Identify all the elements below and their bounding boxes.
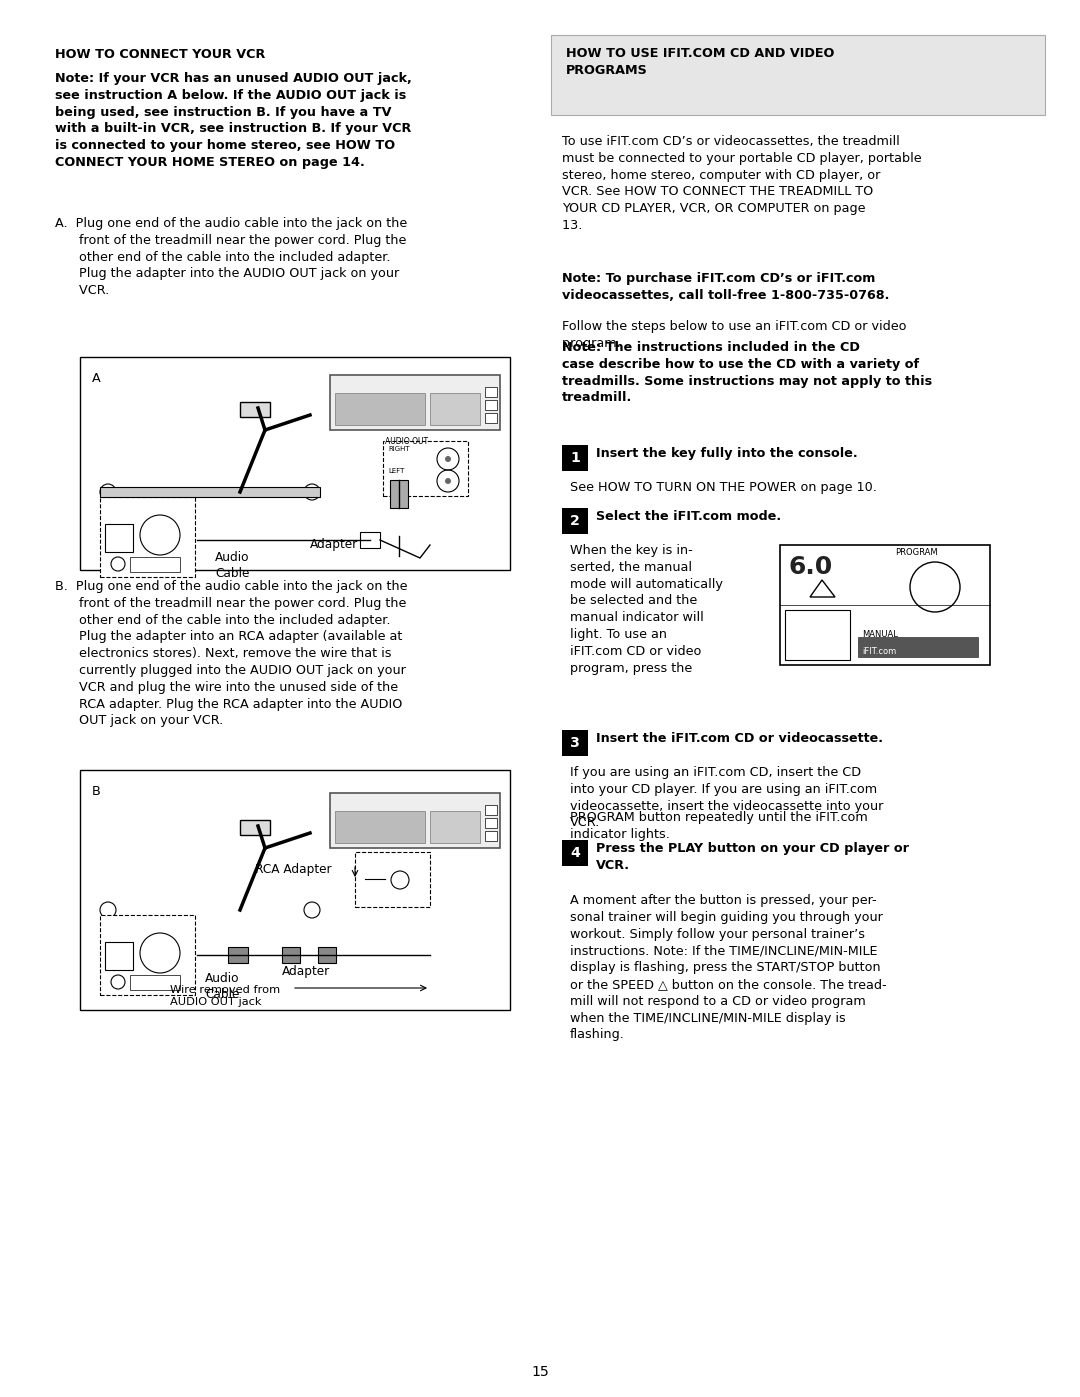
Circle shape xyxy=(100,902,116,918)
Text: Audio
Cable: Audio Cable xyxy=(205,972,240,1002)
Text: RCA Adapter: RCA Adapter xyxy=(255,863,332,876)
Text: Note: The instructions included in the CD
case describe how to use the CD with a: Note: The instructions included in the C… xyxy=(562,341,932,404)
Text: Wire removed from: Wire removed from xyxy=(170,985,280,995)
Bar xyxy=(105,524,133,552)
Bar xyxy=(562,840,588,866)
Text: Note: To purchase iFIT.com CD’s or iFIT.com
videocassettes, call toll-free 1-800: Note: To purchase iFIT.com CD’s or iFIT.… xyxy=(562,272,889,302)
Text: PROGRAM: PROGRAM xyxy=(895,548,937,557)
Bar xyxy=(330,374,500,430)
Text: 4: 4 xyxy=(570,847,580,861)
Bar xyxy=(430,812,480,842)
Bar xyxy=(485,400,497,409)
Text: MANUAL: MANUAL xyxy=(862,630,897,638)
Bar xyxy=(485,414,497,423)
Text: Adapter: Adapter xyxy=(310,538,359,550)
Text: A.  Plug one end of the audio cable into the jack on the
      front of the trea: A. Plug one end of the audio cable into … xyxy=(55,217,407,298)
Text: 3: 3 xyxy=(570,736,580,750)
Text: RIGHT: RIGHT xyxy=(388,446,409,453)
Bar xyxy=(105,942,133,970)
Text: HOW TO USE IFIT.COM CD AND VIDEO
PROGRAMS: HOW TO USE IFIT.COM CD AND VIDEO PROGRAM… xyxy=(566,47,835,77)
Text: To use iFIT.com CD’s or videocassettes, the treadmill
must be connected to your : To use iFIT.com CD’s or videocassettes, … xyxy=(562,136,921,232)
Bar xyxy=(335,812,426,842)
Text: Insert the key fully into the console.: Insert the key fully into the console. xyxy=(596,447,858,460)
Text: LEFT: LEFT xyxy=(388,468,404,474)
Text: 6.0: 6.0 xyxy=(788,555,833,578)
Text: B: B xyxy=(92,785,100,798)
Bar xyxy=(360,532,380,548)
Text: 1: 1 xyxy=(570,451,580,465)
Bar xyxy=(100,497,195,577)
Bar xyxy=(485,831,497,841)
Text: Insert the iFIT.com CD or videocassette.: Insert the iFIT.com CD or videocassette. xyxy=(596,732,883,745)
Text: Note: If your VCR has an unused AUDIO OUT jack,
see instruction A below. If the : Note: If your VCR has an unused AUDIO OU… xyxy=(55,73,411,169)
Bar xyxy=(858,637,978,657)
Circle shape xyxy=(303,483,320,500)
Bar xyxy=(562,509,588,534)
Circle shape xyxy=(445,455,451,462)
Bar xyxy=(383,441,468,496)
Text: B.  Plug one end of the audio cable into the jack on the
      front of the trea: B. Plug one end of the audio cable into … xyxy=(55,580,407,728)
Text: AUDIO OUT: AUDIO OUT xyxy=(384,437,428,446)
Bar xyxy=(130,975,180,990)
Bar xyxy=(485,805,497,814)
Bar xyxy=(355,852,430,907)
Bar xyxy=(240,402,270,416)
Bar xyxy=(390,481,408,509)
Text: HOW TO CONNECT YOUR VCR: HOW TO CONNECT YOUR VCR xyxy=(55,47,266,61)
Text: A: A xyxy=(92,372,100,386)
Bar xyxy=(282,947,300,963)
Circle shape xyxy=(445,478,451,483)
Circle shape xyxy=(100,483,116,500)
Bar xyxy=(330,793,500,848)
Bar xyxy=(562,446,588,471)
Text: Press the PLAY button on your CD player or
VCR.: Press the PLAY button on your CD player … xyxy=(596,842,909,872)
Text: Select the iFIT.com mode.: Select the iFIT.com mode. xyxy=(596,510,781,522)
Bar xyxy=(130,557,180,571)
Text: Follow the steps below to use an iFIT.com CD or video
program.: Follow the steps below to use an iFIT.co… xyxy=(562,320,906,349)
Text: Audio
Cable: Audio Cable xyxy=(215,550,249,580)
Bar xyxy=(551,35,1045,115)
Polygon shape xyxy=(100,488,320,497)
Text: A moment after the button is pressed, your per-
sonal trainer will begin guiding: A moment after the button is pressed, yo… xyxy=(570,894,887,1041)
Bar xyxy=(80,358,510,570)
Bar xyxy=(318,947,336,963)
Text: Adapter: Adapter xyxy=(282,965,330,978)
Bar xyxy=(228,947,248,963)
Text: AUDIO OUT jack: AUDIO OUT jack xyxy=(170,997,261,1007)
Text: iFIT.com: iFIT.com xyxy=(862,647,896,657)
Bar xyxy=(485,387,497,397)
Text: PROGRAM button repeatedly until the iFIT.com
indicator lights.: PROGRAM button repeatedly until the iFIT… xyxy=(570,812,867,841)
Bar xyxy=(100,915,195,995)
Bar xyxy=(80,770,510,1010)
Bar xyxy=(485,819,497,828)
Text: When the key is in-
serted, the manual
mode will automatically
be selected and t: When the key is in- serted, the manual m… xyxy=(570,543,723,675)
Circle shape xyxy=(303,902,320,918)
Bar xyxy=(335,393,426,425)
Text: 2: 2 xyxy=(570,514,580,528)
Text: See HOW TO TURN ON THE POWER on page 10.: See HOW TO TURN ON THE POWER on page 10. xyxy=(570,481,877,495)
Text: If you are using an iFIT.com CD, insert the CD
into your CD player. If you are u: If you are using an iFIT.com CD, insert … xyxy=(570,766,883,830)
Bar xyxy=(780,545,990,665)
Bar xyxy=(785,610,850,659)
Bar xyxy=(430,393,480,425)
Bar xyxy=(562,731,588,756)
Bar xyxy=(240,820,270,835)
Text: 15: 15 xyxy=(531,1365,549,1379)
Polygon shape xyxy=(100,905,320,914)
